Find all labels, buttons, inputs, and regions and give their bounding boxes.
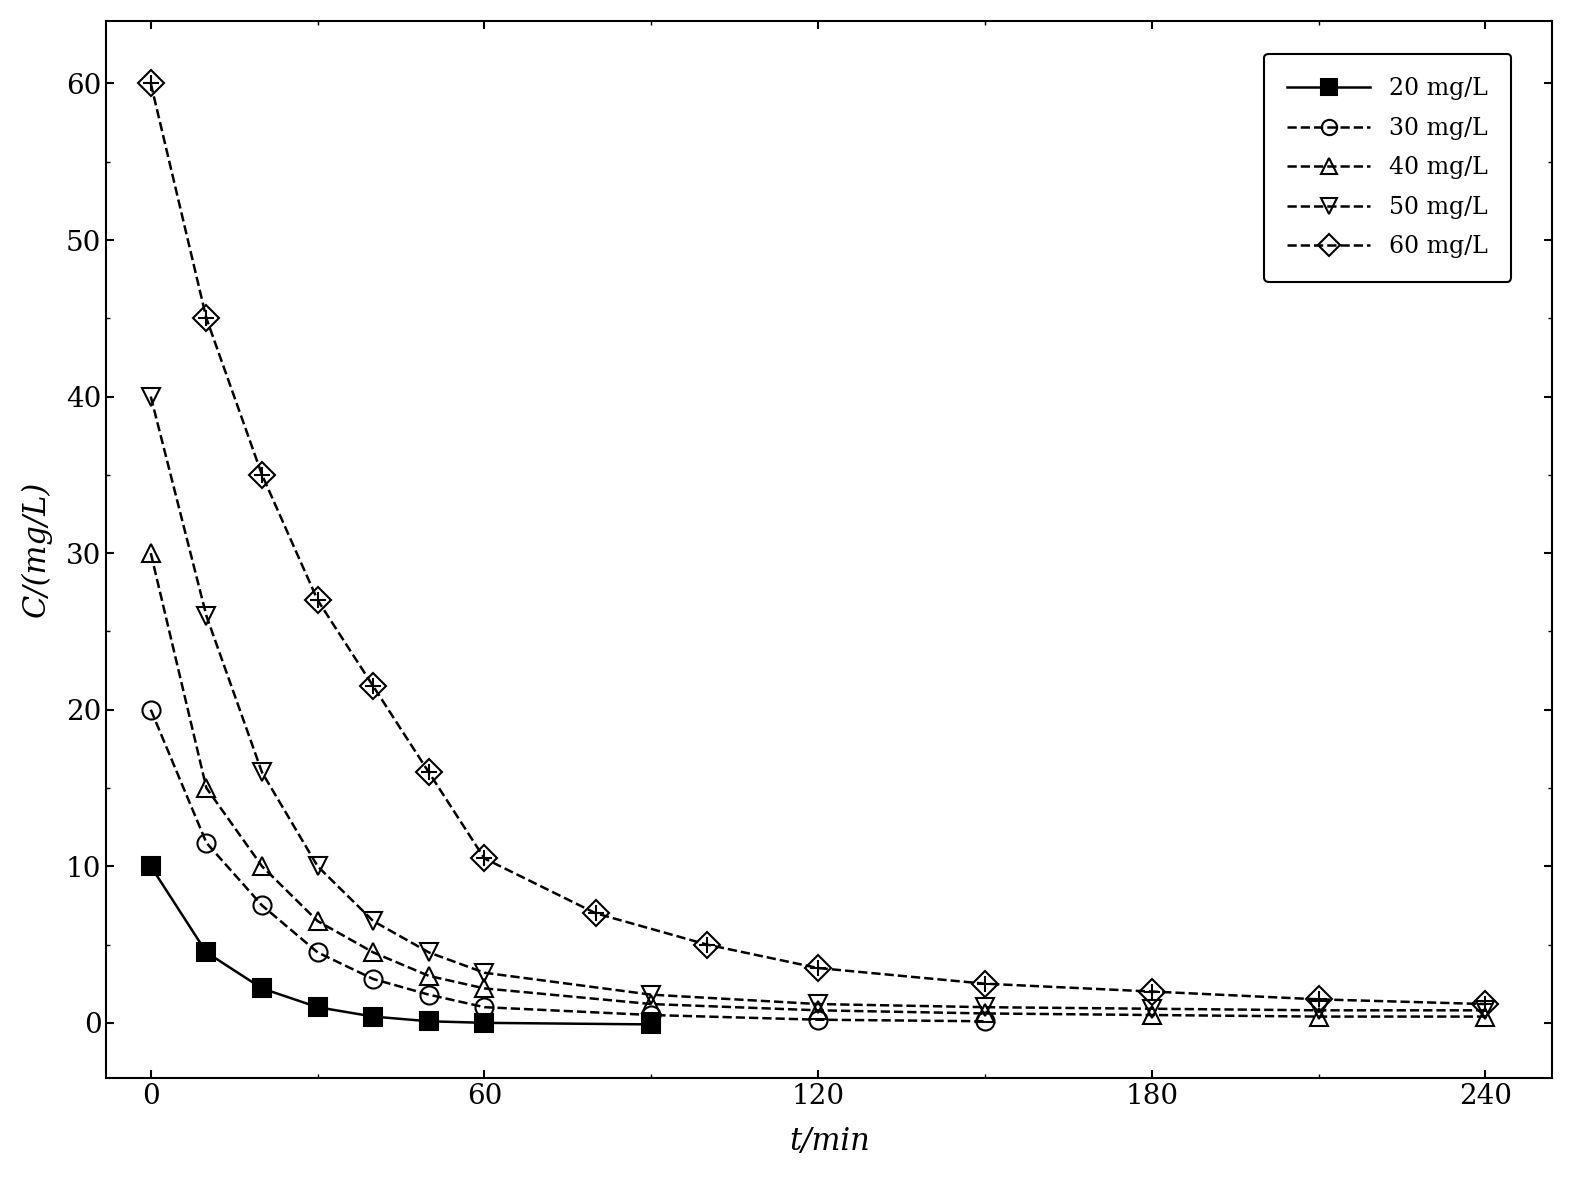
- 60 mg/L: [308, 593, 327, 607]
- 40 mg/L: [142, 547, 160, 561]
- 60 mg/L: [1142, 985, 1161, 999]
- 30 mg/L: [308, 945, 327, 959]
- 60 mg/L: [420, 766, 439, 780]
- 20 mg/L: [642, 1018, 661, 1032]
- Line: 40 mg/L: 40 mg/L: [142, 544, 1494, 1026]
- 30 mg/L: [975, 1014, 994, 1028]
- 60 mg/L: [1475, 997, 1494, 1011]
- 60 mg/L: [1309, 992, 1328, 1006]
- 50 mg/L: [253, 766, 272, 780]
- 30 mg/L: [142, 702, 160, 716]
- 40 mg/L: [420, 968, 439, 982]
- 20 mg/L: [308, 1000, 327, 1014]
- 50 mg/L: [420, 945, 439, 959]
- 60 mg/L: [253, 468, 272, 482]
- 20 mg/L: [253, 981, 272, 995]
- 40 mg/L: [642, 997, 661, 1011]
- Line: 50 mg/L: 50 mg/L: [142, 388, 1494, 1019]
- 50 mg/L: [975, 1000, 994, 1014]
- 30 mg/L: [642, 1008, 661, 1023]
- 40 mg/L: [475, 981, 494, 995]
- 30 mg/L: [363, 972, 382, 986]
- 20 mg/L: [142, 859, 160, 873]
- 50 mg/L: [308, 859, 327, 873]
- 20 mg/L: [363, 1010, 382, 1024]
- X-axis label: t/min: t/min: [788, 1126, 870, 1157]
- 50 mg/L: [1142, 1001, 1161, 1015]
- Line: 30 mg/L: 30 mg/L: [142, 701, 994, 1031]
- 60 mg/L: [809, 961, 827, 975]
- 30 mg/L: [253, 899, 272, 913]
- 30 mg/L: [809, 1013, 827, 1027]
- 20 mg/L: [197, 945, 216, 959]
- Y-axis label: C/(mg/L): C/(mg/L): [20, 481, 52, 617]
- 40 mg/L: [253, 859, 272, 873]
- 20 mg/L: [475, 1015, 494, 1030]
- 60 mg/L: [142, 77, 160, 91]
- 60 mg/L: [697, 938, 716, 952]
- 40 mg/L: [975, 1006, 994, 1020]
- 40 mg/L: [809, 1004, 827, 1018]
- 50 mg/L: [197, 609, 216, 623]
- 40 mg/L: [1142, 1008, 1161, 1023]
- 20 mg/L: [420, 1014, 439, 1028]
- 50 mg/L: [642, 987, 661, 1001]
- 60 mg/L: [475, 852, 494, 866]
- 50 mg/L: [1309, 1004, 1328, 1018]
- 50 mg/L: [809, 997, 827, 1011]
- 50 mg/L: [1475, 1004, 1494, 1018]
- 30 mg/L: [420, 987, 439, 1001]
- 40 mg/L: [363, 945, 382, 959]
- Line: 60 mg/L: 60 mg/L: [142, 74, 1494, 1013]
- Line: 20 mg/L: 20 mg/L: [142, 858, 661, 1033]
- 50 mg/L: [142, 390, 160, 404]
- 40 mg/L: [308, 914, 327, 928]
- 40 mg/L: [1475, 1010, 1494, 1024]
- 30 mg/L: [197, 835, 216, 849]
- 40 mg/L: [197, 781, 216, 795]
- 60 mg/L: [975, 977, 994, 991]
- 40 mg/L: [1309, 1010, 1328, 1024]
- 60 mg/L: [197, 311, 216, 325]
- 50 mg/L: [363, 914, 382, 928]
- Legend: 20 mg/L, 30 mg/L, 40 mg/L, 50 mg/L, 60 mg/L: 20 mg/L, 30 mg/L, 40 mg/L, 50 mg/L, 60 m…: [1263, 54, 1512, 282]
- 30 mg/L: [475, 1000, 494, 1014]
- 50 mg/L: [475, 966, 494, 980]
- 60 mg/L: [587, 906, 606, 920]
- 60 mg/L: [363, 680, 382, 694]
